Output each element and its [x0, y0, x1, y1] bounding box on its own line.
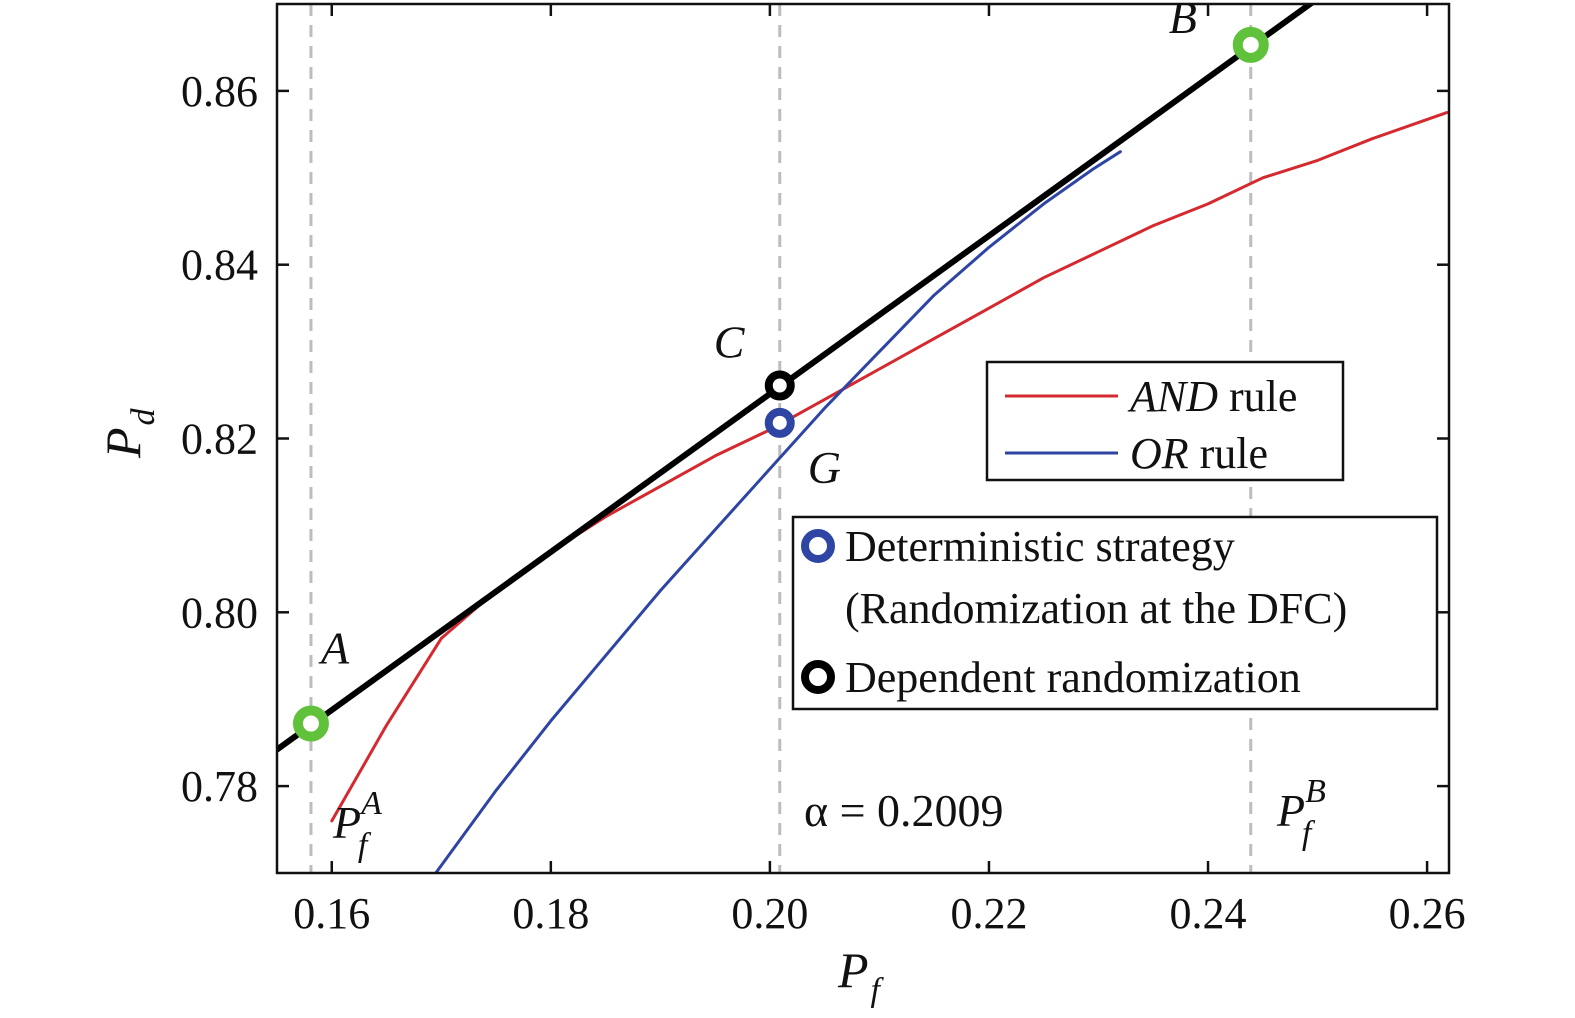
- x-tick-label: 0.24: [1170, 889, 1247, 938]
- y-tick-label: 0.86: [181, 67, 258, 116]
- x-axis-label: Pf: [837, 942, 885, 1009]
- point-a-label: A: [318, 623, 350, 674]
- legend-dependent-label: Dependent randomization: [845, 653, 1301, 702]
- y-tick-label: 0.82: [181, 415, 258, 464]
- y-axis-label: Pd: [95, 407, 162, 459]
- legend-deterministic-label-line1: Deterministic strategy: [845, 522, 1235, 571]
- legend-strategies-box: [791, 515, 1439, 711]
- legend-rules-box: [985, 360, 1345, 482]
- x-tick-label: 0.20: [731, 889, 808, 938]
- x-tick-label: 0.18: [512, 889, 589, 938]
- svg-text:Pd: Pd: [95, 407, 162, 459]
- series-group: [277, 4, 1449, 873]
- legend-deterministic-label-line2: (Randomization at the DFC): [845, 584, 1347, 633]
- point-g-marker: [764, 407, 795, 438]
- y-tick-label: 0.84: [181, 241, 258, 290]
- point-b-marker: [1232, 26, 1269, 63]
- legend-dependent-marker: [801, 660, 835, 694]
- x-tick-label: 0.26: [1389, 889, 1466, 938]
- y-tick-label: 0.78: [181, 762, 258, 811]
- point-c-marker: [764, 370, 795, 401]
- points-group: A B C G: [292, 0, 1269, 742]
- point-g-label: G: [808, 442, 841, 493]
- legend-and-label: AND rule: [1127, 372, 1297, 421]
- x-tick-label: 0.22: [950, 889, 1027, 938]
- tick-labels: 0.16 0.18 0.20 0.22 0.24 0.26 0.78 0.80 0.82 0.84…: [181, 67, 1466, 938]
- point-c-label: C: [714, 316, 746, 367]
- x-tick-label: 0.16: [293, 889, 370, 938]
- y-tick-label: 0.80: [181, 588, 258, 637]
- pfb-annotation: PB f: [1276, 773, 1326, 852]
- legend-deterministic-marker: [801, 529, 835, 563]
- dependent-randomization-line: [277, 4, 1316, 753]
- legend-rules: AND rule OR rule: [985, 360, 1345, 482]
- legend-strategies: Deterministic strategy (Randomization at…: [791, 515, 1439, 711]
- legend-or-label: OR rule: [1130, 429, 1268, 478]
- or-rule-line: [434, 150, 1122, 873]
- pfa-annotation: PA f: [332, 785, 382, 864]
- alpha-annotation: α = 0.2009: [804, 785, 1004, 836]
- point-a-marker: [292, 705, 329, 742]
- point-b-label: B: [1169, 0, 1197, 43]
- axis-ticks: [277, 4, 1449, 873]
